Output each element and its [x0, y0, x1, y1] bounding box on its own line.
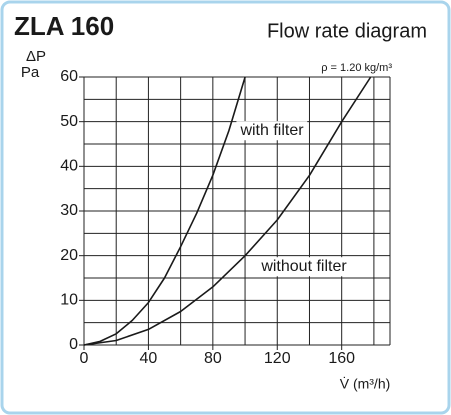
x-tick-label: 0 — [80, 350, 89, 367]
chart-subtitle: Flow rate diagram — [267, 20, 427, 42]
legend-label-background — [236, 121, 308, 141]
line-series — [83, 76, 246, 346]
x-tick-label: 40 — [140, 350, 158, 367]
y-axis-unit: Pa — [21, 64, 40, 81]
y-tick-label: 40 — [60, 158, 78, 175]
y-tick-label: 30 — [60, 202, 78, 219]
x-axis-label: V̇ (m³/h) — [340, 376, 391, 392]
legend-label-background — [257, 257, 351, 277]
legend-label: with filter — [239, 122, 304, 139]
y-axis-label: ΔP — [26, 48, 46, 65]
y-tick-label: 20 — [60, 247, 78, 264]
y-tick-label: 60 — [60, 68, 78, 85]
x-tick-label: 120 — [264, 350, 291, 367]
legend-label: without filter — [260, 258, 347, 275]
y-tick-label: 50 — [60, 113, 78, 130]
annotation: ρ = 1.20 kg/m³ — [321, 62, 392, 74]
chart-title: ZLA 160 — [14, 11, 114, 41]
x-tick-label: 160 — [328, 350, 355, 367]
x-tick-label: 80 — [204, 350, 222, 367]
y-tick-label: 0 — [69, 336, 78, 353]
y-tick-label: 10 — [60, 292, 78, 309]
line-series — [83, 76, 372, 346]
